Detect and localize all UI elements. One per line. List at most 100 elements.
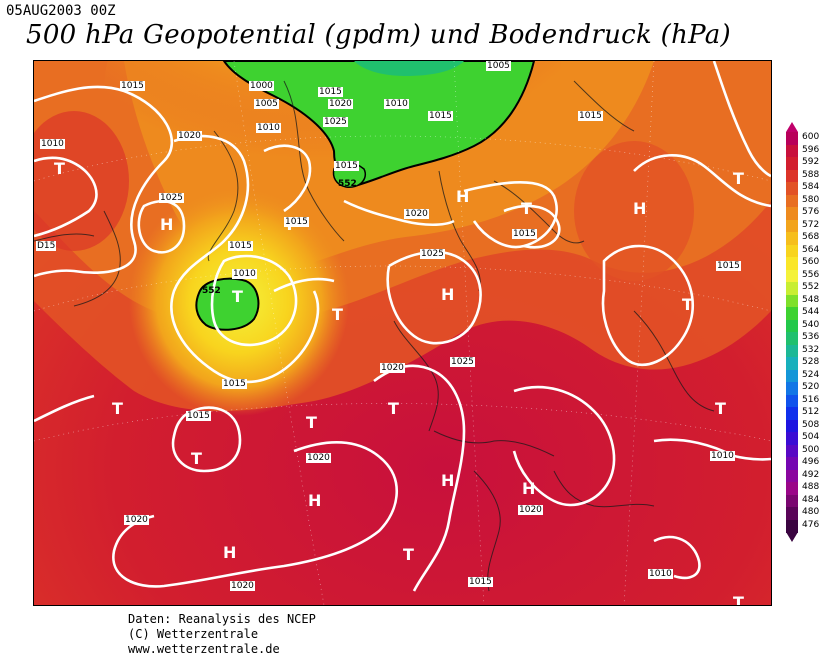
colorbar-segment [786, 169, 798, 183]
colorbar-segment [786, 332, 798, 345]
colorbar-tick-label: 548 [802, 294, 820, 305]
low-marker: T [682, 295, 693, 314]
isobar-label: 1020 [306, 453, 331, 463]
colorbar-segment [786, 344, 798, 358]
colorbar-tick-label: 492 [802, 469, 820, 480]
high-marker: H [308, 491, 322, 510]
colorbar-segment [786, 407, 798, 420]
isobar-label: D15 [36, 241, 57, 251]
colorbar-segment [786, 369, 798, 383]
isobar-label: 1020 [518, 505, 543, 515]
colorbar-tick-label: 480 [802, 507, 820, 518]
colorbar-tick-label: 544 [802, 307, 820, 318]
colorbar-segment [786, 482, 798, 495]
isobar-label: 1020 [328, 99, 353, 109]
colorbar-tick-label: 496 [802, 457, 820, 468]
isobar-label: 1025 [420, 249, 445, 259]
low-marker: T [521, 199, 532, 218]
isobar-label: 1015 [512, 229, 537, 239]
low-marker: T [191, 449, 202, 468]
colorbar-bottom-arrow [786, 532, 798, 542]
isobar-label: 1000 [249, 81, 274, 91]
colorbar-tick-label: 552 [802, 282, 820, 293]
isobar-label: 1010 [384, 99, 409, 109]
isobar-label: 1020 [404, 209, 429, 219]
colorbar-segment [786, 469, 798, 483]
isobar-label: 1010 [232, 269, 257, 279]
isobar-label: 1015 [578, 111, 603, 121]
colorbar-segment [786, 257, 798, 270]
colorbar-segment [786, 394, 798, 408]
colorbar-tick-label: 556 [802, 269, 820, 280]
isobar-label: 1015 [716, 261, 741, 271]
high-marker: H [160, 215, 174, 234]
colorbar-segment [786, 244, 798, 258]
colorbar-segment [786, 219, 798, 233]
colorbar-tick-label: 520 [802, 382, 820, 393]
isobar-label: 1020 [124, 515, 149, 525]
map-canvas [34, 61, 771, 605]
isobar-label: 1025 [450, 357, 475, 367]
colorbar-segment [786, 232, 798, 245]
weather-map: H H H H H H H H T T T T T T T T T T T T … [33, 60, 772, 606]
high-marker: H [522, 479, 536, 498]
colorbar-segment [786, 157, 798, 170]
isobar-label: 1015 [222, 379, 247, 389]
colorbar-tick-label: 592 [802, 157, 820, 168]
map-title: 500 hPa Geopotential (gpdm) und Bodendru… [26, 20, 731, 50]
isobar-label: 1010 [256, 123, 281, 133]
low-marker: T [54, 159, 65, 178]
isobar-label: 1015 [318, 87, 343, 97]
footer-data-source: Daten: Reanalysis des NCEP [128, 612, 316, 626]
contour-label: 552 [338, 179, 357, 189]
colorbar-tick-label: 524 [802, 369, 820, 380]
colorbar-tick-label: 516 [802, 394, 820, 405]
isobar-label: 1015 [468, 577, 493, 587]
contour-label: 552 [202, 286, 221, 296]
isobar-label: 1005 [254, 99, 279, 109]
colorbar [786, 132, 798, 533]
isobar-label: 1010 [40, 139, 65, 149]
colorbar-segment [786, 282, 798, 295]
footer-url[interactable]: www.wetterzentrale.de [128, 642, 280, 656]
colorbar-tick-label: 564 [802, 244, 820, 255]
low-marker: T [112, 399, 123, 418]
high-marker: H [223, 543, 237, 562]
colorbar-tick-label: 596 [802, 144, 820, 155]
colorbar-tick-label: 504 [802, 432, 820, 443]
high-marker: H [441, 471, 455, 490]
colorbar-segment [786, 207, 798, 220]
cold-pool-core [354, 61, 464, 76]
colorbar-tick-label: 588 [802, 169, 820, 180]
colorbar-tick-label: 584 [802, 182, 820, 193]
low-marker: T [733, 593, 744, 606]
colorbar-segment [786, 194, 798, 208]
low-marker: T [715, 399, 726, 418]
isobar-label: 1015 [428, 111, 453, 121]
isobar-label: 1025 [159, 193, 184, 203]
colorbar-segment [786, 444, 798, 458]
high-marker: H [633, 199, 647, 218]
footer-copyright: (C) Wetterzentrale [128, 627, 259, 641]
colorbar-segment [786, 357, 798, 370]
coastlines [34, 80, 715, 592]
colorbar-segment [786, 144, 798, 158]
low-marker: T [306, 413, 317, 432]
colorbar-segment [786, 432, 798, 445]
colorbar-segment [786, 519, 798, 533]
colorbar-segment [786, 269, 798, 283]
isobar-label: 1025 [323, 117, 348, 127]
isobar-label: 1020 [380, 363, 405, 373]
colorbar-segment [786, 319, 798, 333]
colorbar-tick-label: 512 [802, 407, 820, 418]
colorbar-segment [786, 419, 798, 433]
colorbar-tick-label: 476 [802, 519, 820, 530]
colorbar-segment [786, 294, 798, 308]
colorbar-tick-label: 488 [802, 482, 820, 493]
colorbar-segment [786, 507, 798, 520]
isobar-label: 1020 [230, 581, 255, 591]
date-label: 05AUG2003 00Z [6, 3, 116, 19]
colorbar-segment [786, 494, 798, 508]
colorbar-segment [786, 182, 798, 195]
colorbar-tick-label: 568 [802, 232, 820, 243]
